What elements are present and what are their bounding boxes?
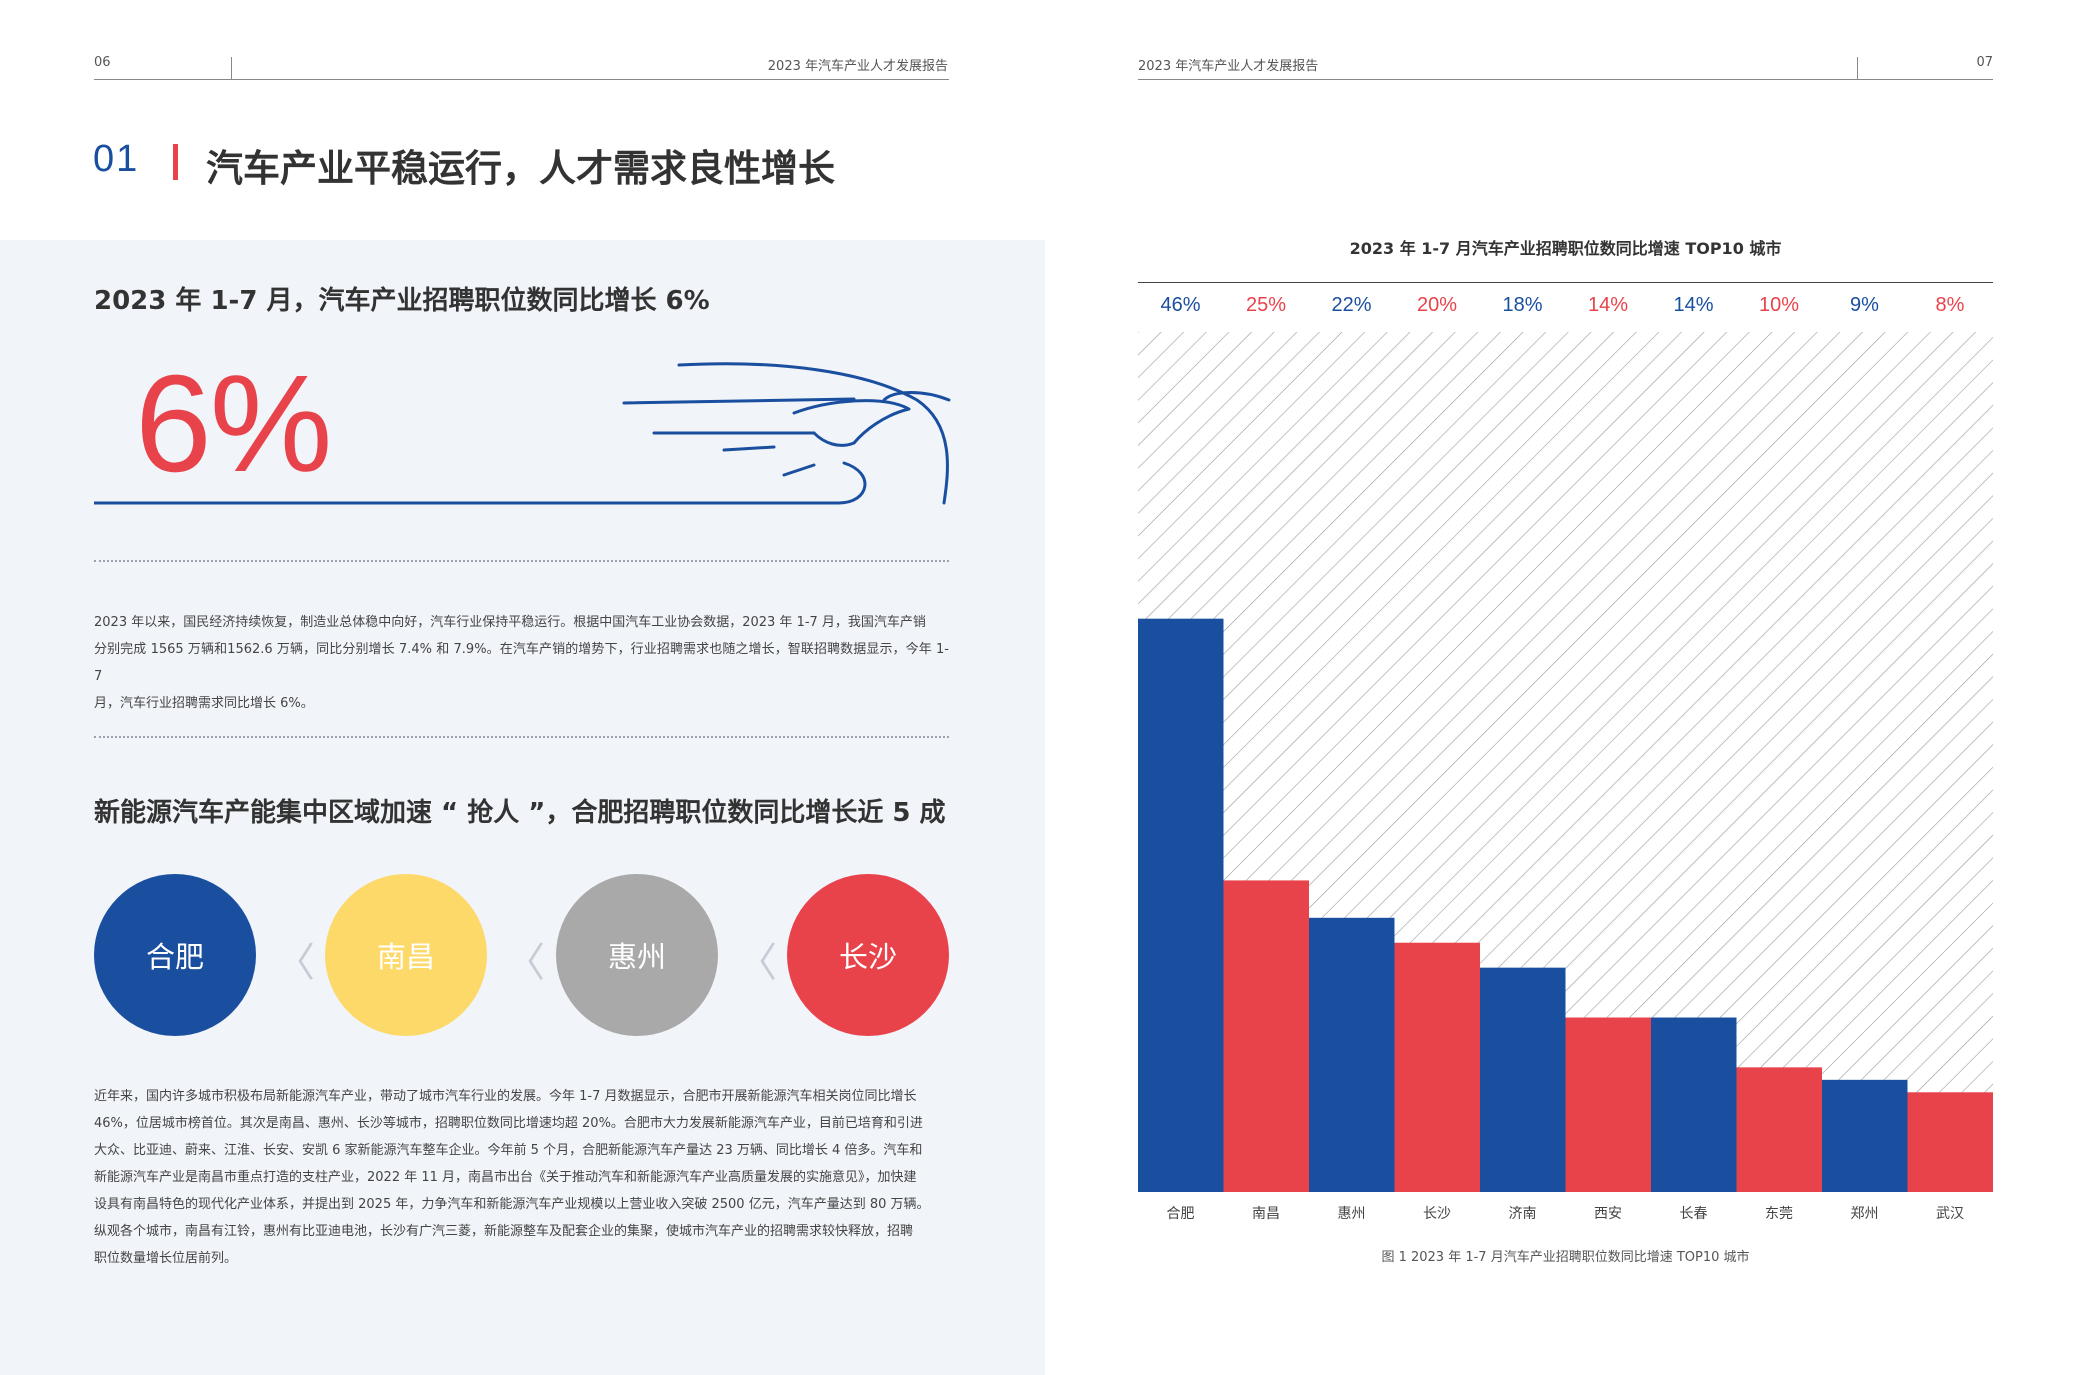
x-tick-label: 长春 [1679, 1206, 1708, 1222]
right-header-title: 2023 年汽车产业人才发展报告 [1138, 59, 1319, 74]
bar-6 [1651, 1017, 1737, 1192]
left-page-number: 06 [94, 55, 111, 70]
bar-4 [1480, 967, 1566, 1192]
section-number: 01 [93, 138, 140, 180]
paragraph-line: 职位数量增长位居前列。 [94, 1251, 238, 1266]
paragraph-line: 46%，位居城市榜首位。其次是南昌、惠州、长沙等城市，招聘职位数同比增速均超 2… [94, 1116, 923, 1131]
city-circle-nanchang: 南昌 [325, 874, 487, 1036]
city-name: 合肥 [145, 940, 204, 974]
bar-chart [1138, 332, 1993, 1192]
dotted-divider [94, 560, 949, 562]
bar-value-label: 46% [1160, 294, 1201, 316]
bar-0 [1138, 618, 1224, 1192]
bar-value-label: 14% [1673, 294, 1714, 316]
left-header-divider [231, 57, 232, 79]
x-tick-label: 长沙 [1423, 1206, 1451, 1222]
x-tick-label: 合肥 [1166, 1206, 1195, 1222]
paragraph-line: 2023 年以来，国民经济持续恢复，制造业总体稳中向好，汽车行业保持平稳运行。根… [94, 615, 926, 630]
x-tick-label: 东莞 [1765, 1206, 1793, 1222]
x-tick-label: 南昌 [1252, 1206, 1280, 1222]
city-circle-huizhou: 惠州 [556, 874, 718, 1036]
section-accent-bar [173, 144, 178, 180]
bar-3 [1394, 942, 1480, 1192]
bar-1 [1223, 880, 1309, 1192]
bar-value-label: 8% [1935, 294, 1965, 316]
big-growth-number: 6% [135, 347, 332, 501]
bar-7 [1736, 1067, 1822, 1192]
city-circle-changsha: 长沙 [787, 874, 949, 1036]
right-page-number: 07 [1976, 55, 1993, 70]
bar-value-label: 9% [1850, 294, 1879, 316]
bar-2 [1309, 917, 1395, 1192]
bar-value-label: 14% [1587, 294, 1629, 316]
chart-title: 2023 年 1-7 月汽车产业招聘职位数同比增速 TOP10 城市 [1349, 239, 1782, 258]
city-name: 长沙 [838, 940, 897, 974]
subtitle-growth: 2023 年 1-7 月，汽车产业招聘职位数同比增长 6% [94, 286, 710, 316]
cities-paragraph: 近年来，国内许多城市积极布局新能源汽车产业，带动了城市汽车行业的发展。今年 1-… [94, 1083, 949, 1272]
paragraph-line: 近年来，国内许多城市积极布局新能源汽车产业，带动了城市汽车行业的发展。今年 1-… [94, 1089, 917, 1104]
chevron-left-icon: 〈 [737, 940, 777, 986]
chevron-left-icon: 〈 [505, 940, 545, 986]
dotted-divider [94, 736, 949, 738]
paragraph-line: 纵观各个城市，南昌有江铃，惠州有比亚迪电池，长沙有广汽三菱，新能源整车及配套企业… [94, 1224, 914, 1239]
left-header-title: 2023 年汽车产业人才发展报告 [767, 59, 948, 74]
x-tick-label: 郑州 [1850, 1206, 1879, 1222]
bar-5 [1565, 1017, 1651, 1192]
right-header-rule [1138, 79, 1993, 80]
city-name: 惠州 [607, 940, 666, 974]
paragraph-line: 设具有南昌特色的现代化产业体系，并提出到 2025 年，力争汽车和新能源汽车产业… [94, 1197, 930, 1212]
bars-group [1138, 618, 1993, 1192]
bar-value-label: 22% [1331, 294, 1372, 316]
chart-top-rule [1138, 282, 1993, 283]
paragraph-line: 新能源汽车产业是南昌市重点打造的支柱产业，2022 年 11 月，南昌市出台《关… [94, 1170, 917, 1185]
city-circle-hefei: 合肥 [94, 874, 256, 1036]
right-header-divider [1857, 57, 1858, 79]
bar-value-label: 10% [1758, 294, 1800, 316]
x-tick-label: 武汉 [1936, 1206, 1964, 1222]
bar-8 [1822, 1079, 1908, 1192]
paragraph-line: 分别完成 1565 万辆和1562.6 万辆，同比分别增长 7.4% 和 7.9… [94, 642, 949, 684]
bar-value-label: 20% [1416, 294, 1458, 316]
bar-value-label: 25% [1245, 294, 1287, 316]
x-tick-label: 惠州 [1337, 1206, 1366, 1222]
x-tick-label: 西安 [1594, 1206, 1622, 1222]
chevron-left-icon: 〈 [275, 940, 315, 986]
paragraph-line: 大众、比亚迪、蔚来、江淮、长安、安凯 6 家新能源汽车整车企业。今年前 5 个月… [94, 1143, 923, 1158]
bar-9 [1907, 1092, 1993, 1192]
left-header-rule [94, 79, 949, 80]
car-outline-illustration [94, 362, 951, 505]
subtitle-cities: 新能源汽车产能集中区域加速 “ 抢人 ”，合肥招聘职位数同比增长近 5 成 [94, 798, 946, 828]
figure-caption: 图 1 2023 年 1-7 月汽车产业招聘职位数同比增速 TOP10 城市 [1381, 1250, 1750, 1265]
city-name: 南昌 [376, 940, 435, 974]
x-tick-label: 济南 [1508, 1206, 1537, 1222]
bar-value-label: 18% [1502, 294, 1543, 316]
intro-paragraph: 2023 年以来，国民经济持续恢复，制造业总体稳中向好，汽车行业保持平稳运行。根… [94, 609, 949, 717]
paragraph-line: 月，汽车行业招聘需求同比增长 6%。 [94, 696, 314, 711]
section-title: 汽车产业平稳运行，人才需求良性增长 [206, 147, 835, 190]
